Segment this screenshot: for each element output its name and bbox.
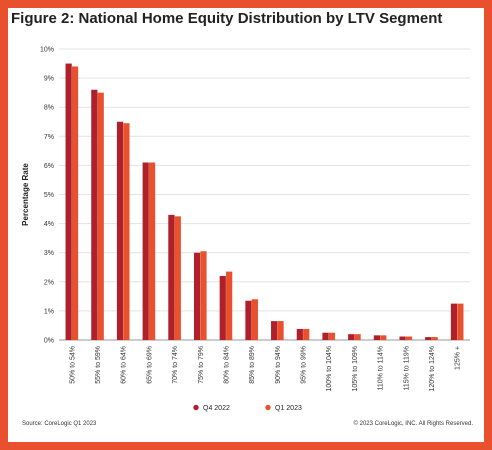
x-tick-label: 125% + [455,346,462,370]
y-tick-label: 2% [44,279,54,286]
chart-title: Figure 2: National Home Equity Distribut… [11,10,443,27]
x-tick-label: 115% to 119% [403,346,410,391]
copyright-note: © 2023 CoreLogic, INC. All Rights Reserv… [353,421,473,427]
bar-q4-2022 [116,121,124,340]
x-tick-label: 80% to 84% [223,346,230,384]
legend-label: Q1 2023 [275,405,302,412]
x-tick-label: 50% to 54% [69,346,76,384]
x-tick-label: 65% to 69% [146,346,153,384]
bar-q4-2022 [245,300,252,340]
x-tick-label: 85% to 89% [249,346,256,384]
bar-q1-2023 [328,332,336,340]
x-tick-label: 120% to 124% [429,346,436,392]
y-tick-label: 10% [40,47,54,54]
bar-q1-2023 [251,299,258,340]
bar-q1-2023 [354,334,361,340]
bar-q4-2022 [142,162,149,340]
x-tick-label: 105% to 109% [352,346,359,392]
y-tick-label: 8% [44,105,54,112]
bar-q1-2023 [71,66,79,341]
bar-q4-2022 [271,321,278,340]
x-tick-label: 100% to 104% [326,346,333,392]
x-tick-label: 55% to 59% [95,346,102,384]
x-tick-label: 95% to 99% [301,346,308,384]
bar-q4-2022 [348,334,355,340]
y-tick-label: 0% [44,338,54,345]
bar-q1-2023 [303,328,310,340]
bar-q1-2023 [226,271,233,340]
x-tick-label: 90% to 94% [275,346,282,384]
legend-marker [193,404,199,411]
bar-q4-2022 [373,335,380,340]
bar-q1-2023 [277,321,284,340]
bar-q4-2022 [65,63,72,341]
bar-q4-2022 [425,337,432,340]
y-tick-label: 9% [44,76,54,83]
legend-label: Q4 2022 [203,405,230,412]
bar-q4-2022 [91,89,98,341]
bar-q1-2023 [149,162,156,340]
bar-q4-2022 [399,336,406,340]
y-tick-label: 3% [44,250,54,257]
y-axis-label: Percentage Rate [21,163,30,226]
bar-q1-2023 [457,303,464,340]
bar-q4-2022 [322,332,329,340]
y-tick-label: 7% [44,134,54,141]
y-tick-label: 4% [44,221,54,228]
y-tick-label: 1% [44,308,54,315]
source-note: Source: CoreLogic Q1 2023 [22,421,97,427]
bar-q4-2022 [450,303,458,340]
x-tick-label: 75% to 79% [198,346,205,384]
bar-q1-2023 [123,123,130,340]
y-tick-label: 5% [44,192,54,199]
bar-q4-2022 [296,328,303,340]
bar-q4-2022 [168,214,175,340]
bar-q4-2022 [193,252,201,340]
legend-marker [265,404,271,411]
bar-q1-2023 [97,92,104,341]
bar-q4-2022 [219,275,226,340]
bar-q1-2023 [174,216,181,340]
bar-q1-2023 [200,251,207,340]
x-tick-label: 70% to 74% [172,346,179,384]
bar-q1-2023 [405,336,413,340]
x-tick-label: 110% to 114% [378,346,385,391]
x-tick-label: 60% to 64% [121,346,128,384]
bar-q1-2023 [380,335,387,340]
y-tick-label: 6% [44,163,54,170]
bar-q1-2023 [431,337,438,340]
